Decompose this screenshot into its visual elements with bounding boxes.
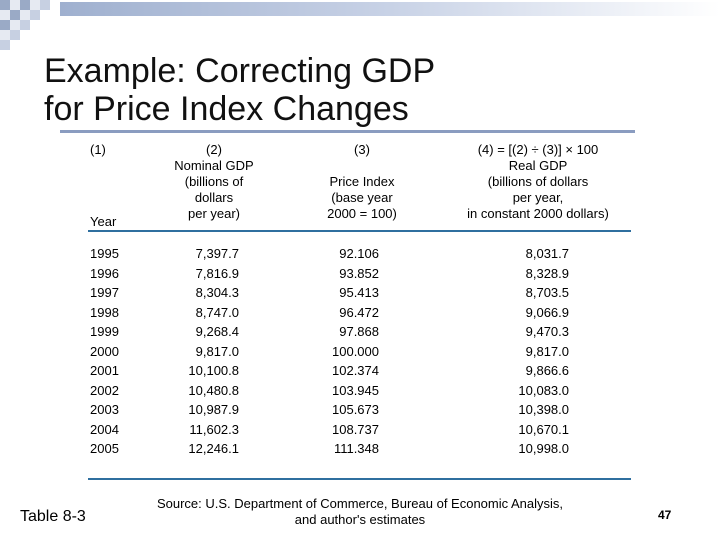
table-row: 2000 9,817.0 100.000 9,817.0: [88, 344, 631, 364]
col1-label: Year: [90, 214, 117, 229]
year-cell: 2005: [90, 441, 119, 456]
year-cell: 2001: [90, 363, 119, 378]
col4-line: (billions of dollars: [487, 174, 589, 189]
page-number: 47: [658, 508, 672, 522]
gdp-table: (1) Year (2) Nominal GDP (billions of do…: [88, 142, 631, 461]
col4-number: (4) = [(2) ÷ (3)] × 100: [477, 142, 599, 157]
nominal-gdp-cell: 10,100.8: [188, 363, 239, 378]
corner-checker-decoration: [0, 0, 60, 50]
slide-title: Example: Correcting GDP for Price Index …: [44, 52, 435, 128]
table-label: Table 8-3: [20, 508, 86, 525]
real-gdp-cell: 9,470.3: [525, 324, 569, 339]
col1-number: (1): [90, 142, 106, 157]
real-gdp-cell: 9,866.6: [525, 363, 569, 378]
title-underline: [60, 130, 635, 133]
col2-number: (2): [206, 142, 222, 157]
nominal-gdp-cell: 7,816.9: [195, 265, 239, 281]
price-index-cell: 100.000: [332, 343, 379, 359]
col4-header: (4) = [(2) ÷ (3)] × 100 Real GDP (billio…: [448, 142, 628, 222]
nominal-gdp-cell: 7,397.7: [195, 246, 239, 261]
table-row: 1998 8,747.0 96.472 9,066.9: [88, 305, 631, 325]
price-index-cell: 93.852: [339, 265, 379, 281]
table-row: 1995 7,397.7 92.106 8,031.7: [88, 246, 631, 266]
table-row: 1999 9,268.4 97.868 9,470.3: [88, 324, 631, 344]
nominal-gdp-cell: 10,987.9: [188, 402, 239, 417]
col3-header: (3) Price Index (base year 2000 = 100): [314, 142, 410, 222]
col3-line: Price Index: [329, 174, 395, 189]
price-index-cell: 103.945: [332, 382, 379, 398]
real-gdp-cell: 10,398.0: [518, 402, 569, 417]
price-index-cell: 102.374: [332, 363, 379, 378]
col2-line: Nominal GDP: [174, 158, 254, 173]
real-gdp-cell: 10,670.1: [518, 421, 569, 437]
nominal-gdp-cell: 9,817.0: [195, 343, 239, 359]
price-index-cell: 108.737: [332, 421, 379, 437]
top-gradient-bar: [60, 2, 720, 16]
source-line: and author's estimates: [294, 512, 426, 527]
nominal-gdp-cell: 12,246.1: [188, 441, 239, 456]
nominal-gdp-cell: 8,304.3: [195, 285, 239, 300]
real-gdp-cell: 8,328.9: [525, 265, 569, 281]
col2-line: (billions of: [184, 174, 244, 189]
price-index-cell: 92.106: [339, 246, 379, 261]
col2-header: (2) Nominal GDP (billions of dollars per…: [166, 142, 262, 222]
source-note: Source: U.S. Department of Commerce, Bur…: [120, 496, 600, 528]
year-cell: 2003: [90, 402, 119, 417]
col4-line: in constant 2000 dollars): [467, 206, 609, 221]
year-cell: 1999: [90, 324, 119, 339]
year-cell: 2000: [90, 343, 119, 359]
year-cell: 2004: [90, 421, 119, 437]
col2-line: per year): [187, 206, 241, 221]
nominal-gdp-cell: 10,480.8: [188, 382, 239, 398]
price-index-cell: 97.868: [339, 324, 379, 339]
year-cell: 1997: [90, 285, 119, 300]
table-body: 1995 7,397.7 92.106 8,031.7 1996 7,816.9 93.8…: [88, 246, 631, 461]
real-gdp-cell: 9,066.9: [525, 304, 569, 320]
price-index-cell: 96.472: [339, 304, 379, 320]
nominal-gdp-cell: 11,602.3: [189, 421, 239, 437]
col2-line: dollars: [194, 190, 234, 205]
col4-line: Real GDP: [508, 158, 568, 173]
title-line-2: for Price Index Changes: [44, 90, 409, 128]
real-gdp-cell: 10,083.0: [518, 382, 569, 398]
header-rule: [88, 230, 631, 232]
table-row: 2003 10,987.9 105.673 10,398.0: [88, 402, 631, 422]
price-index-cell: 105.673: [332, 402, 379, 417]
table-row: 1997 8,304.3 95.413 8,703.5: [88, 285, 631, 305]
price-index-cell: 95.413: [339, 285, 379, 300]
table-row: 2001 10,100.8 102.374 9,866.6: [88, 363, 631, 383]
table-row: 2002 10,480.8 103.945 10,083.0: [88, 383, 631, 403]
real-gdp-cell: 10,998.0: [518, 441, 569, 456]
table-bottom-rule: [88, 478, 631, 480]
nominal-gdp-cell: 9,268.4: [195, 324, 239, 339]
real-gdp-cell: 8,703.5: [525, 285, 569, 300]
nominal-gdp-cell: 8,747.0: [195, 304, 239, 320]
table-row: 2005 12,246.1 111.348 10,998.0: [88, 441, 631, 461]
col4-line: per year,: [512, 190, 564, 205]
real-gdp-cell: 8,031.7: [525, 246, 569, 261]
col3-line: (base year: [331, 190, 393, 205]
title-line-1: Example: Correcting GDP: [44, 52, 436, 90]
col3-line: 2000 = 100): [327, 206, 397, 221]
table-row: 1996 7,816.9 93.852 8,328.9: [88, 266, 631, 286]
source-line: Source: U.S. Department of Commerce, Bur…: [156, 496, 564, 511]
year-cell: 1995: [90, 246, 119, 261]
price-index-cell: 111.348: [333, 441, 379, 456]
year-cell: 1996: [90, 265, 119, 281]
table-row: 2004 11,602.3 108.737 10,670.1: [88, 422, 631, 442]
year-cell: 1998: [90, 304, 119, 320]
real-gdp-cell: 9,817.0: [525, 343, 569, 359]
col3-number: (3): [354, 142, 370, 157]
year-cell: 2002: [90, 382, 119, 398]
table-header: (1) Year (2) Nominal GDP (billions of do…: [88, 142, 631, 230]
